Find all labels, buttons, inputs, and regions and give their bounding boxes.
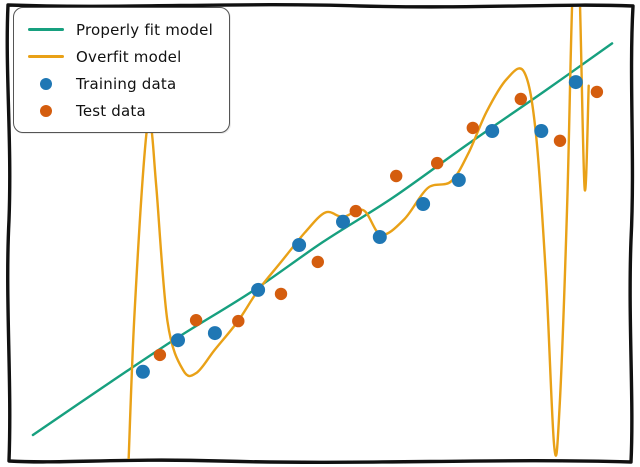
legend-row-properly-fit-model: Properly fit model [24,16,213,43]
overfit-model-line [127,7,590,459]
training-data-point [292,238,307,252]
training-data-point [207,326,222,341]
training-data-point [485,124,500,138]
test-data-point [274,287,288,301]
legend-label: Properly fit model [76,20,213,39]
training-data-point [568,75,583,90]
legend-label: Overfit model [76,47,182,66]
training-data-point [451,173,466,187]
legend-row-overfit-model: Overfit model [24,43,213,70]
plot-frame [5,3,635,464]
training-data-point [251,282,266,297]
training-data-point [372,230,387,244]
test-data-point [431,156,444,170]
training-data-point [534,124,549,138]
legend-label: Test data [76,101,146,120]
test-data-point [390,169,403,183]
swatch-mark [28,55,64,58]
series-layer [31,7,614,459]
swatch-mark [40,77,52,90]
training-data-point [416,197,431,211]
test-data-point [232,314,245,328]
properly-fit-model-line-swatch-icon [24,28,68,31]
legend-row-training-data: Training data [24,70,213,97]
test-data-dot-swatch-icon [24,104,68,117]
legend: Properly fit model Overfit model Training … [13,7,230,133]
overfit-model-line-swatch-icon [24,55,68,58]
training-data-dot-swatch-icon [24,77,68,90]
training-data-point [135,364,150,379]
test-data-point [590,85,604,99]
test-data-point [311,255,324,269]
test-data-point [349,204,362,218]
test-data-point [553,134,567,147]
test-data-point [189,314,203,327]
swatch-mark [28,28,64,31]
properly-fit-model-line [31,42,614,437]
test-data-point [514,92,527,106]
legend-label: Training data [76,74,177,93]
training-data-point [171,333,185,348]
test-data-point [153,348,167,362]
test-data-point [466,121,479,135]
swatch-mark [40,104,52,117]
training-data-point [336,214,350,229]
legend-row-test-data: Test data [24,97,213,124]
